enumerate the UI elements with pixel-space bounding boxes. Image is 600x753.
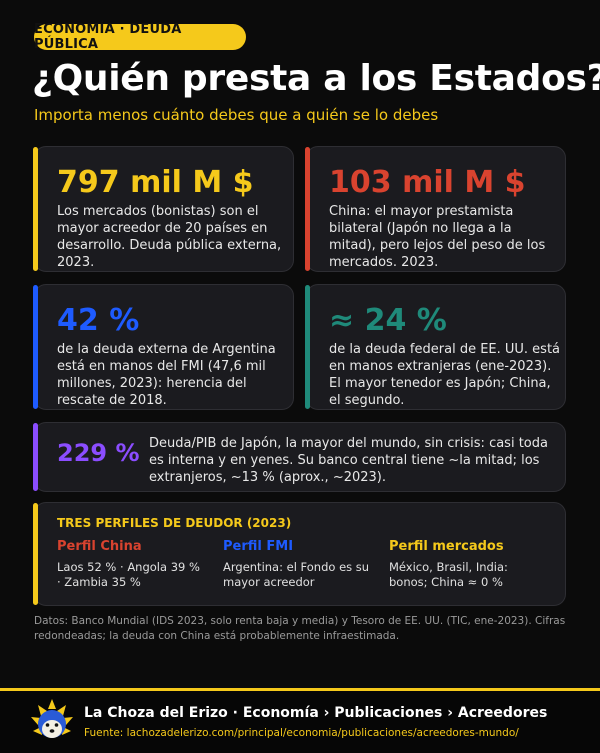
card-accent-bar: [33, 423, 38, 491]
profile-text: Argentina: el Fondo es su mayor acreedor: [223, 560, 370, 589]
stat-card-usa: ≈ 24 % de la deuda federal de EE. UU. es…: [305, 284, 566, 410]
stat-value: 42 %: [57, 303, 140, 338]
hedgehog-icon: [31, 699, 73, 738]
site-footer: La Choza del Erizo · Economía › Publicac…: [0, 688, 600, 753]
profile-heading: Perfil FMI: [223, 539, 294, 554]
stat-card-markets: 797 mil M $ Los mercados (bonistas) son …: [33, 146, 294, 272]
footer-source-link[interactable]: Fuente: lachozadelerizo.com/principal/ec…: [84, 727, 519, 739]
stat-description: Deuda/PIB de Japón, la mayor del mundo, …: [149, 436, 548, 485]
card-accent-bar: [305, 147, 310, 271]
profile-text: Laos 52 % · Angola 39 % · Zambia 35 %: [57, 560, 200, 589]
stat-value: 797 mil M $: [57, 165, 254, 200]
profile-imf: Perfil FMI Argentina: el Fondo es su may…: [223, 539, 373, 590]
stat-card-argentina: 42 % de la deuda externa de Argentina es…: [33, 284, 294, 410]
stat-card-japan: 229 % Deuda/PIB de Japón, la mayor del m…: [33, 422, 566, 492]
footer-brand: La Choza del Erizo · Economía › Publicac…: [84, 705, 548, 721]
stat-description: de la deuda federal de EE. UU. está en m…: [329, 342, 561, 408]
profiles-title: TRES PERFILES DE DEUDOR (2023): [57, 516, 292, 530]
debtor-profiles-card: TRES PERFILES DE DEUDOR (2023) Perfil Ch…: [33, 502, 566, 606]
card-accent-bar: [305, 285, 310, 409]
card-accent-bar: [33, 503, 38, 605]
profile-china: Perfil China Laos 52 % · Angola 39 % · Z…: [57, 539, 207, 590]
sources-note: Datos: Banco Mundial (IDS 2023, solo ren…: [34, 615, 566, 642]
stat-description: China: el mayor prestamista bilateral (J…: [329, 204, 546, 270]
stat-description: de la deuda externa de Argentina está en…: [57, 342, 276, 408]
card-accent-bar: [33, 285, 38, 409]
profile-heading: Perfil China: [57, 539, 142, 554]
card-accent-bar: [33, 147, 38, 271]
stat-value: 103 mil M $: [329, 165, 526, 200]
section-tag: ECONOMÍA · DEUDA PÚBLICA: [34, 22, 246, 52]
stat-value: ≈ 24 %: [329, 303, 447, 338]
profile-heading: Perfil mercados: [389, 539, 504, 554]
stat-description: Los mercados (bonistas) son el mayor acr…: [57, 204, 282, 270]
profile-text: México, Brasil, India: bonos; China ≈ 0 …: [389, 560, 508, 589]
stat-value: 229 %: [57, 439, 140, 467]
page-title: ¿Quién presta a los Estados?: [32, 58, 600, 99]
stat-card-china: 103 mil M $ China: el mayor prestamista …: [305, 146, 566, 272]
page-subtitle: Importa menos cuánto debes que a quién s…: [34, 106, 439, 124]
profile-markets: Perfil mercados México, Brasil, India: b…: [389, 539, 539, 590]
